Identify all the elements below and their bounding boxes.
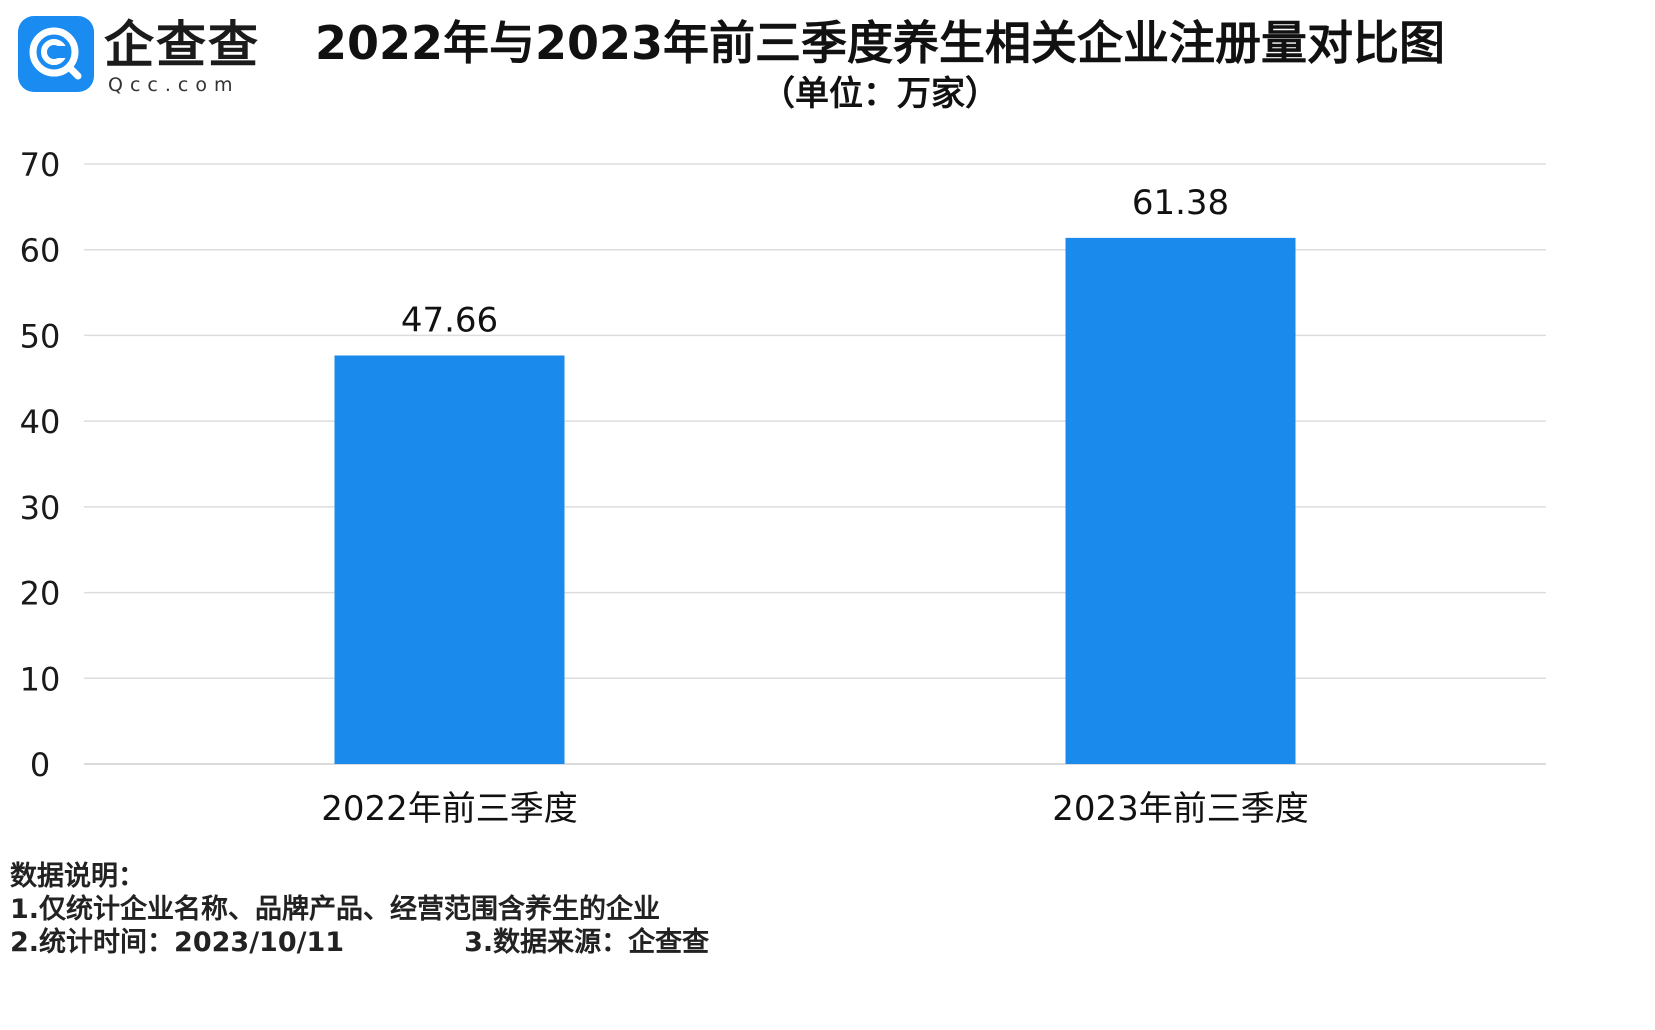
qcc-logo: 企查查 Qcc.com — [18, 16, 268, 96]
data-label: 61.38 — [1132, 183, 1229, 223]
y-tick-label: 50 — [20, 317, 61, 355]
bar — [334, 355, 565, 764]
notes-line-2: 2.统计时间：2023/10/11 3.数据来源：企查查 — [10, 926, 770, 959]
y-tick-label: 60 — [20, 232, 61, 270]
logo-name: 企查查 — [104, 16, 260, 74]
logo-domain: Qcc.com — [108, 74, 240, 96]
chart-subtitle: （单位：万家） — [761, 74, 999, 114]
x-tick-label: 2022年前三季度 — [321, 789, 578, 829]
data-label: 47.66 — [401, 300, 498, 340]
notes-stat-time: 2.统计时间：2023/10/11 — [10, 927, 345, 958]
x-axis-ticks: 2022年前三季度 2023年前三季度 — [321, 789, 1309, 829]
bar — [1065, 237, 1296, 764]
notes-line-1: 1.仅统计企业名称、品牌产品、经营范围含养生的企业 — [10, 894, 661, 925]
chart-title: 2022年与2023年前三季度养生相关企业注册量对比图 — [314, 16, 1446, 70]
data-labels: 47.66 61.38 — [401, 183, 1229, 341]
notes-heading: 数据说明： — [10, 861, 145, 892]
y-axis-ticks: 0 10 20 30 40 50 60 70 — [20, 146, 61, 784]
x-tick-label: 2023年前三季度 — [1052, 789, 1309, 829]
y-tick-label: 10 — [20, 660, 61, 698]
y-tick-label: 30 — [20, 489, 61, 527]
y-tick-label: 70 — [20, 146, 61, 184]
notes-data-source: 3.数据来源：企查查 — [464, 927, 710, 958]
data-notes: 数据说明： 1.仅统计企业名称、品牌产品、经营范围含养生的企业 2.统计时间：2… — [10, 860, 770, 959]
bar-chart: 0 10 20 30 40 50 60 70 47.66 61.38 2022年前三季度 2023… — [20, 146, 1546, 829]
bars — [334, 237, 1296, 764]
y-tick-label: 20 — [20, 575, 61, 613]
qcc-search-logo-icon — [18, 16, 94, 92]
y-tick-label: 40 — [20, 403, 61, 441]
grid-lines — [84, 163, 1546, 765]
y-tick-label: 0 — [30, 746, 50, 784]
